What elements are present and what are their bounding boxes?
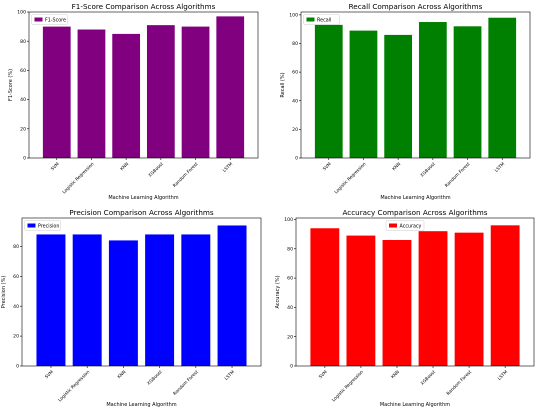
- y-tick-label: 80: [287, 246, 293, 252]
- y-tick-label: 0: [16, 364, 19, 370]
- legend-label: Accuracy: [400, 223, 422, 229]
- y-tick-label: 20: [13, 334, 19, 340]
- chart-title: Accuracy Comparison Across Algorithms: [342, 208, 487, 217]
- legend-label: F1-Score: [45, 17, 66, 23]
- x-tick-label: KNN: [391, 161, 402, 172]
- y-tick-label: 0: [23, 156, 26, 162]
- legend-swatch: [34, 17, 43, 22]
- bar-lstm: [488, 17, 517, 159]
- axes-frame: [300, 11, 531, 159]
- bar-lstm: [216, 16, 245, 158]
- bar-lstm: [490, 225, 520, 366]
- x-tick-label: SVM: [44, 369, 55, 380]
- legend-swatch: [389, 223, 397, 228]
- legend: F1-Score: [31, 14, 68, 25]
- legend-box: [385, 220, 425, 231]
- bar-svm: [314, 24, 343, 158]
- x-tick-label: SVM: [322, 161, 333, 172]
- bar-knn: [382, 239, 412, 366]
- bar-logistic-regression: [72, 234, 102, 366]
- chart-title: Precision Comparison Across Algorithms: [69, 208, 214, 217]
- x-axis-label: Machine Learning Algorithm: [380, 195, 450, 201]
- x-tick-label: KNN: [116, 369, 127, 380]
- axes-frame: [21, 217, 262, 367]
- bar-svm: [310, 228, 340, 366]
- bar-svm: [36, 234, 66, 366]
- x-axis-label: Machine Learning Algorithm: [108, 195, 178, 201]
- legend: Precision: [24, 220, 61, 231]
- bar-xgboost: [146, 25, 175, 158]
- axes-frame: [28, 11, 259, 159]
- bar-lstm: [217, 225, 247, 366]
- axes-frame: [295, 217, 535, 367]
- legend-box: [303, 14, 340, 25]
- legend: Recall: [303, 14, 340, 25]
- x-axis-label: Machine Learning Algorithm: [380, 402, 450, 408]
- y-tick-label: 100: [289, 12, 298, 18]
- y-tick-label: 100: [284, 217, 293, 223]
- bar-logistic-regression: [77, 29, 106, 158]
- x-tick-label: SVM: [318, 369, 329, 380]
- bar-random-forest: [181, 26, 210, 158]
- bar-xgboost: [145, 234, 175, 366]
- y-axis-label: F1-Score (%): [8, 69, 14, 101]
- bar-svm: [42, 26, 71, 158]
- chart-title: Recall Comparison Across Algorithms: [349, 2, 483, 11]
- y-tick-label: 60: [20, 68, 26, 74]
- y-tick-label: 40: [292, 98, 298, 104]
- y-tick-label: 60: [13, 274, 19, 280]
- bar-knn: [108, 240, 138, 366]
- bar-random-forest: [181, 234, 211, 366]
- bar-knn: [384, 34, 413, 158]
- y-tick-label: 0: [290, 364, 293, 370]
- y-tick-label: 40: [287, 305, 293, 311]
- legend-swatch: [306, 17, 315, 22]
- y-tick-label: 80: [13, 244, 19, 250]
- y-tick-label: 20: [292, 127, 298, 133]
- chart-title: F1-Score Comparison Across Algorithms: [72, 2, 216, 11]
- bar-random-forest: [454, 232, 484, 366]
- y-tick-label: 100: [17, 10, 26, 16]
- x-tick-label: KNN: [119, 161, 130, 172]
- y-tick-label: 0: [295, 156, 298, 162]
- bar-random-forest: [453, 26, 482, 159]
- y-tick-label: 80: [292, 41, 298, 47]
- bar-xgboost: [418, 22, 447, 158]
- legend-box: [24, 220, 61, 231]
- y-tick-label: 60: [287, 276, 293, 282]
- y-axis-label: Precision (%): [1, 276, 7, 309]
- legend-box: [31, 14, 68, 25]
- y-tick-label: 40: [20, 97, 26, 103]
- y-tick-label: 60: [292, 70, 298, 76]
- y-tick-label: 20: [287, 334, 293, 340]
- y-tick-label: 80: [20, 39, 26, 45]
- bar-knn: [112, 33, 141, 158]
- y-axis-label: Accuracy (%): [275, 275, 281, 308]
- x-tick-label: KNN: [390, 369, 401, 380]
- x-axis-label: Machine Learning Algorithm: [106, 402, 176, 408]
- x-tick-label: SVM: [50, 161, 61, 172]
- y-axis-label: Recall (%): [280, 72, 286, 97]
- y-tick-label: 20: [20, 126, 26, 132]
- bar-logistic-regression: [349, 30, 378, 158]
- legend-label: Recall: [317, 17, 331, 23]
- legend-label: Precision: [38, 223, 59, 229]
- y-tick-label: 40: [13, 304, 19, 310]
- bar-logistic-regression: [346, 235, 376, 366]
- legend-swatch: [27, 223, 36, 228]
- legend: Accuracy: [385, 220, 425, 231]
- bar-xgboost: [418, 231, 448, 366]
